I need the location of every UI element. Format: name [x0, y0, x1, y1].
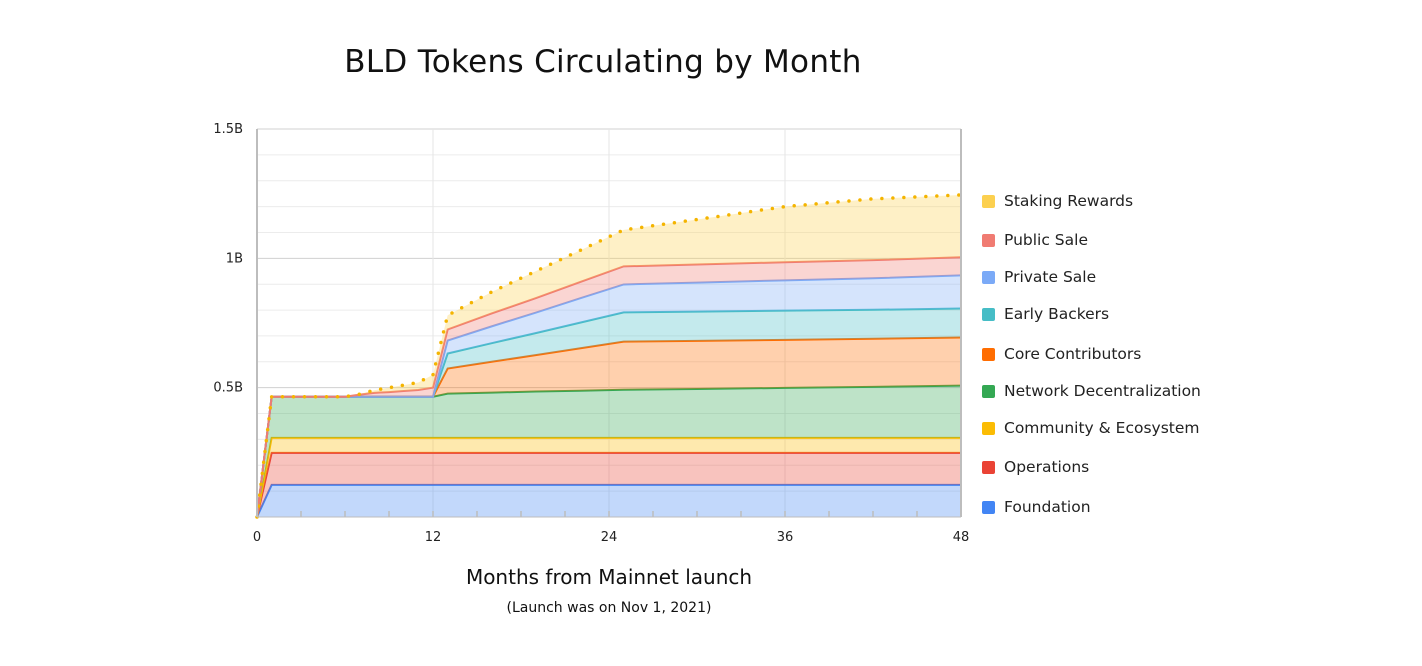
y-tick-label: 0.5B [213, 381, 243, 396]
area-network-decentralization [257, 385, 961, 517]
x-tick-label: 12 [425, 530, 442, 545]
legend-swatch [982, 233, 995, 247]
legend-swatch [982, 347, 995, 361]
legend-item[interactable]: Public Sale [982, 231, 1088, 249]
legend-item[interactable]: Community & Ecosystem [982, 419, 1199, 437]
legend-item[interactable]: Core Contributors [982, 345, 1141, 363]
legend-item[interactable]: Early Backers [982, 305, 1109, 323]
area-early-backers [257, 308, 961, 517]
legend-label: Foundation [1004, 498, 1091, 516]
x-axis-title: Months from Mainnet launch [465, 565, 753, 589]
x-tick-label: 0 [253, 530, 261, 545]
line-foundation [256, 483, 961, 518]
area-community-ecosystem [257, 437, 961, 517]
legend-swatch [982, 194, 995, 208]
area-staking-rewards [257, 194, 961, 517]
area-foundation [257, 484, 961, 517]
legend-label: Staking Rewards [1004, 192, 1134, 210]
legend-label: Network Decentralization [1004, 382, 1201, 400]
legend-label: Early Backers [1004, 305, 1110, 323]
legend-item[interactable]: Operations [982, 458, 1089, 476]
x-tick-label: 24 [601, 530, 618, 545]
legend-item[interactable]: Private Sale [982, 268, 1096, 286]
legend-item[interactable]: Staking Rewards [982, 192, 1133, 210]
legend-label: Private Sale [1004, 268, 1097, 286]
line-community-ecosystem [256, 436, 961, 518]
y-tick-label: 1.5B [213, 122, 243, 137]
line-public-sale [256, 256, 962, 518]
legend-swatch [982, 384, 995, 398]
line-private-sale [256, 274, 962, 518]
legend-label: Operations [1004, 458, 1090, 476]
x-tick-label: 36 [777, 530, 794, 545]
legend-item[interactable]: Network Decentralization [982, 382, 1201, 400]
chart-title: BLD Tokens Circulating by Month [344, 44, 862, 80]
legend-label: Community & Ecosystem [1004, 419, 1200, 437]
legend-swatch [982, 500, 995, 514]
legend-swatch [982, 421, 995, 435]
y-tick-label: 1B [226, 251, 243, 266]
line-operations [256, 451, 961, 518]
legend-swatch [982, 270, 995, 284]
legend-swatch [982, 460, 995, 474]
area-operations [257, 452, 961, 517]
x-tick-label: 48 [953, 530, 970, 545]
area-core-contributors [257, 337, 961, 517]
area-private-sale [257, 275, 961, 517]
legend-swatch [982, 307, 995, 321]
legend-label: Public Sale [1004, 231, 1088, 249]
legend-item[interactable]: Foundation [982, 498, 1091, 516]
legend-label: Core Contributors [1004, 345, 1142, 363]
x-axis-note: (Launch was on Nov 1, 2021) [506, 600, 712, 616]
